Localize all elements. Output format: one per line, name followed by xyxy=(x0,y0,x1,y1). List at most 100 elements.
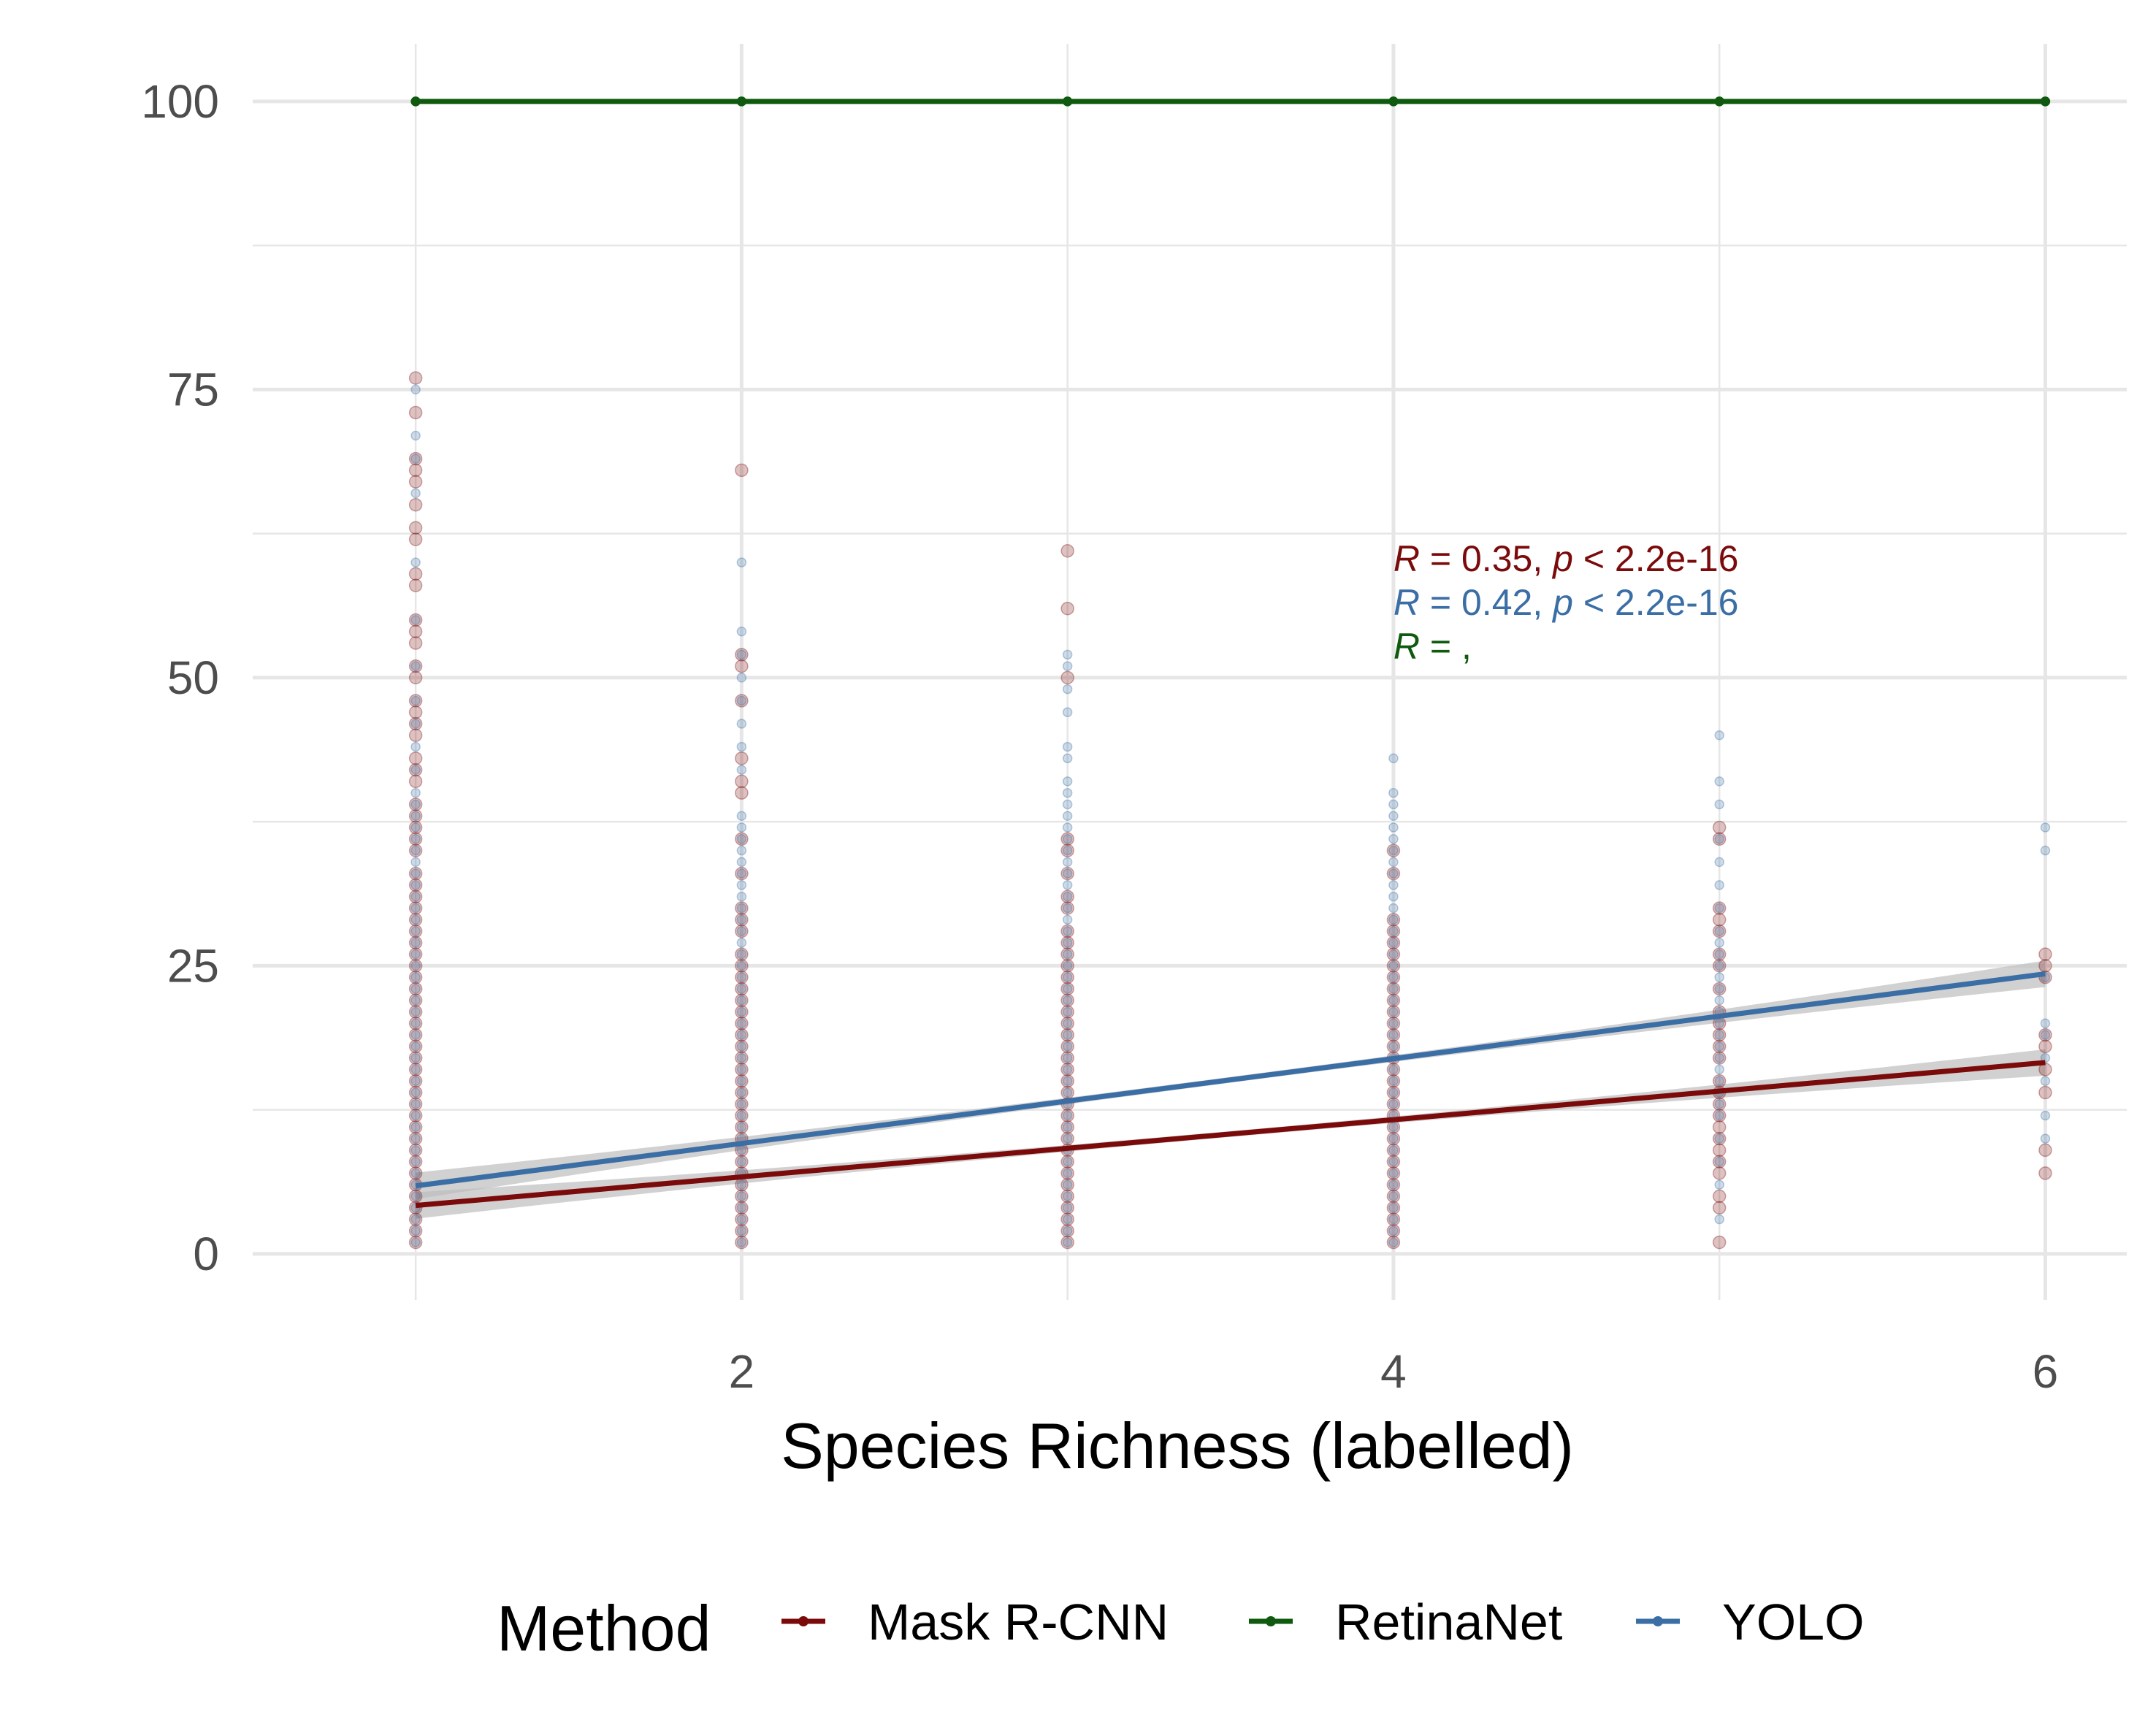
data-point xyxy=(1388,1098,1399,1109)
data-point xyxy=(1388,822,1399,833)
legend-key-point xyxy=(798,1616,808,1626)
data-point xyxy=(1060,1109,1074,1122)
data-point xyxy=(1712,1051,1727,1065)
data-point xyxy=(1388,799,1399,810)
data-point xyxy=(1388,787,1399,798)
data-point xyxy=(1062,868,1073,879)
data-point xyxy=(410,1110,421,1121)
data-point xyxy=(1062,880,1073,890)
data-point xyxy=(736,926,747,936)
data-point xyxy=(408,1189,423,1204)
fit-ribbons xyxy=(416,960,2046,1219)
data-point xyxy=(408,1235,423,1250)
legend: Method Mask R-CNN RetinaNet YOLO xyxy=(497,1592,1865,1664)
data-point xyxy=(2040,1030,2051,1040)
data-point xyxy=(1386,1028,1401,1042)
data-point xyxy=(1060,1028,1074,1042)
correlation-annotation: R = , xyxy=(1394,626,1472,667)
data-point xyxy=(1714,972,1724,982)
data-point xyxy=(1386,1063,1401,1076)
data-point xyxy=(410,799,421,810)
data-point xyxy=(735,1155,749,1169)
data-point xyxy=(1062,684,1073,695)
data-point xyxy=(736,1076,747,1086)
data-point xyxy=(408,947,423,961)
data-point xyxy=(1060,1189,1074,1204)
data-point xyxy=(735,1005,749,1019)
data-point xyxy=(410,719,421,729)
data-point xyxy=(736,1156,747,1167)
data-point xyxy=(408,705,423,719)
data-point xyxy=(410,938,421,948)
data-point xyxy=(1386,1085,1401,1100)
data-point xyxy=(408,371,423,385)
data-point xyxy=(408,1097,423,1111)
data-point xyxy=(410,1133,421,1144)
data-point xyxy=(1712,1039,1727,1054)
y-tick-label: 100 xyxy=(141,75,219,128)
correlation-annotation: R = 0.35, p < 2.2e-16 xyxy=(1394,538,1739,579)
data-point xyxy=(1060,959,1074,973)
data-point xyxy=(1388,1168,1399,1179)
data-point xyxy=(1714,1052,1724,1063)
data-point xyxy=(1386,982,1401,996)
data-point xyxy=(1060,1155,1074,1169)
data-point xyxy=(735,1109,749,1122)
data-point xyxy=(1388,1018,1399,1029)
data-point xyxy=(408,832,423,846)
data-point xyxy=(1714,1110,1724,1121)
data-point xyxy=(1060,1063,1074,1076)
data-point xyxy=(1388,891,1399,902)
data-point xyxy=(1062,960,1073,971)
data-point xyxy=(1060,901,1074,915)
data-point xyxy=(1388,1191,1399,1201)
data-point xyxy=(2040,1076,2051,1086)
data-point xyxy=(410,1098,421,1109)
data-point xyxy=(1388,753,1399,764)
data-point xyxy=(410,995,421,1006)
data-point xyxy=(408,808,423,823)
data-point xyxy=(1062,1087,1073,1098)
data-point xyxy=(1062,891,1073,902)
data-point xyxy=(735,751,749,765)
data-point xyxy=(408,924,423,938)
data-point xyxy=(2040,845,2051,856)
data-point xyxy=(1388,1087,1399,1098)
data-point xyxy=(1062,707,1073,717)
data-point xyxy=(1386,1201,1401,1215)
data-point xyxy=(1712,1131,1727,1146)
data-point xyxy=(408,890,423,903)
data-point xyxy=(1386,936,1401,950)
data-point xyxy=(1060,1166,1074,1180)
data-point xyxy=(1062,1203,1073,1213)
data-point xyxy=(2040,1133,2051,1144)
data-point xyxy=(1062,799,1073,810)
fit-line xyxy=(415,1060,2046,1209)
data-point xyxy=(2038,1028,2052,1042)
data-point xyxy=(1386,1235,1401,1250)
data-point xyxy=(735,786,749,800)
data-point xyxy=(1714,776,1724,787)
legend-label: Mask R-CNN xyxy=(868,1594,1169,1651)
data-point xyxy=(1062,649,1073,660)
data-point xyxy=(1388,1156,1399,1167)
data-point xyxy=(408,1005,423,1019)
data-point xyxy=(1712,1028,1727,1042)
data-point xyxy=(1060,601,1074,616)
data-point xyxy=(1388,1133,1399,1144)
data-point xyxy=(410,488,421,499)
data-point xyxy=(408,532,423,546)
data-point xyxy=(408,1085,423,1100)
data-point xyxy=(736,695,747,706)
y-tick-label: 75 xyxy=(167,363,219,416)
data-point xyxy=(1714,880,1724,890)
data-point xyxy=(1386,970,1401,984)
legend-label: RetinaNet xyxy=(1335,1594,1562,1651)
data-point xyxy=(736,972,747,982)
data-point xyxy=(736,627,747,637)
data-point xyxy=(1062,1076,1073,1086)
data-point xyxy=(408,1074,423,1088)
data-point xyxy=(1062,834,1073,844)
data-point xyxy=(1062,938,1073,948)
data-point xyxy=(1060,670,1074,685)
